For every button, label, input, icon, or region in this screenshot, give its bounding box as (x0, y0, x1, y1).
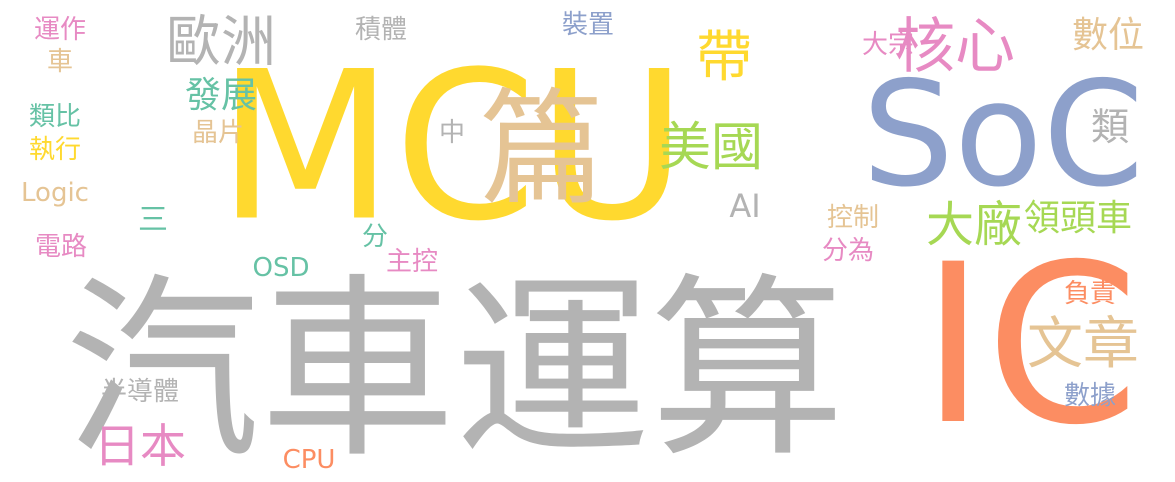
word-bandaoti: 半導體 (100, 377, 180, 407)
word-zhong: 中 (438, 118, 466, 148)
word-ai: AI (729, 187, 761, 225)
word-fazhan: 發展 (184, 75, 258, 116)
word-fuze: 負責 (1063, 279, 1117, 309)
word-cpu: CPU (282, 445, 336, 475)
word-mcu: MCU (216, 28, 688, 267)
word-hexin: 核心 (895, 12, 1015, 82)
word-kongzhi: 控制 (826, 203, 880, 233)
word-fenwei: 分為 (821, 236, 875, 266)
word-dai: 帶 (696, 25, 752, 90)
word-shuju: 數據 (1063, 381, 1117, 411)
word-yunzuo: 運作 (33, 15, 87, 45)
word-zhuangzhi: 裝置 (561, 10, 615, 40)
word-soc: SoC (862, 50, 1144, 220)
word-ouzhou: 歐洲 (165, 9, 277, 74)
word-zhukong: 主控 (385, 247, 439, 277)
word-meiguo: 美國 (658, 118, 764, 178)
word-dianlu: 電路 (34, 232, 88, 262)
word-wenzhang: 文章 (1027, 312, 1139, 377)
word-logic: Logic (21, 178, 89, 208)
word-osd: OSD (252, 253, 310, 283)
word-jiti: 積體 (354, 15, 408, 45)
word-lei: 類 (1090, 105, 1130, 149)
word-qiche-yunsuan: 汽車運算 (65, 256, 845, 482)
word-pian: 篇 (479, 77, 605, 223)
word-lingtouche: 領頭車 (1023, 198, 1133, 239)
word-ic: IC (920, 217, 1140, 473)
word-zhixing: 執行 (28, 135, 82, 165)
word-shuwei: 數位 (1071, 15, 1145, 56)
word-san: 三 (132, 203, 167, 233)
word-che: 車 (46, 47, 74, 77)
word-jingpian: 晶片 (191, 118, 245, 148)
word-dachang: 大廠 (925, 197, 1023, 253)
word-fen: 分 (361, 222, 389, 252)
word-dazong: 大宗 (861, 30, 915, 60)
word-leibi: 類比 (28, 102, 82, 132)
word-riben: 日本 (94, 419, 186, 473)
